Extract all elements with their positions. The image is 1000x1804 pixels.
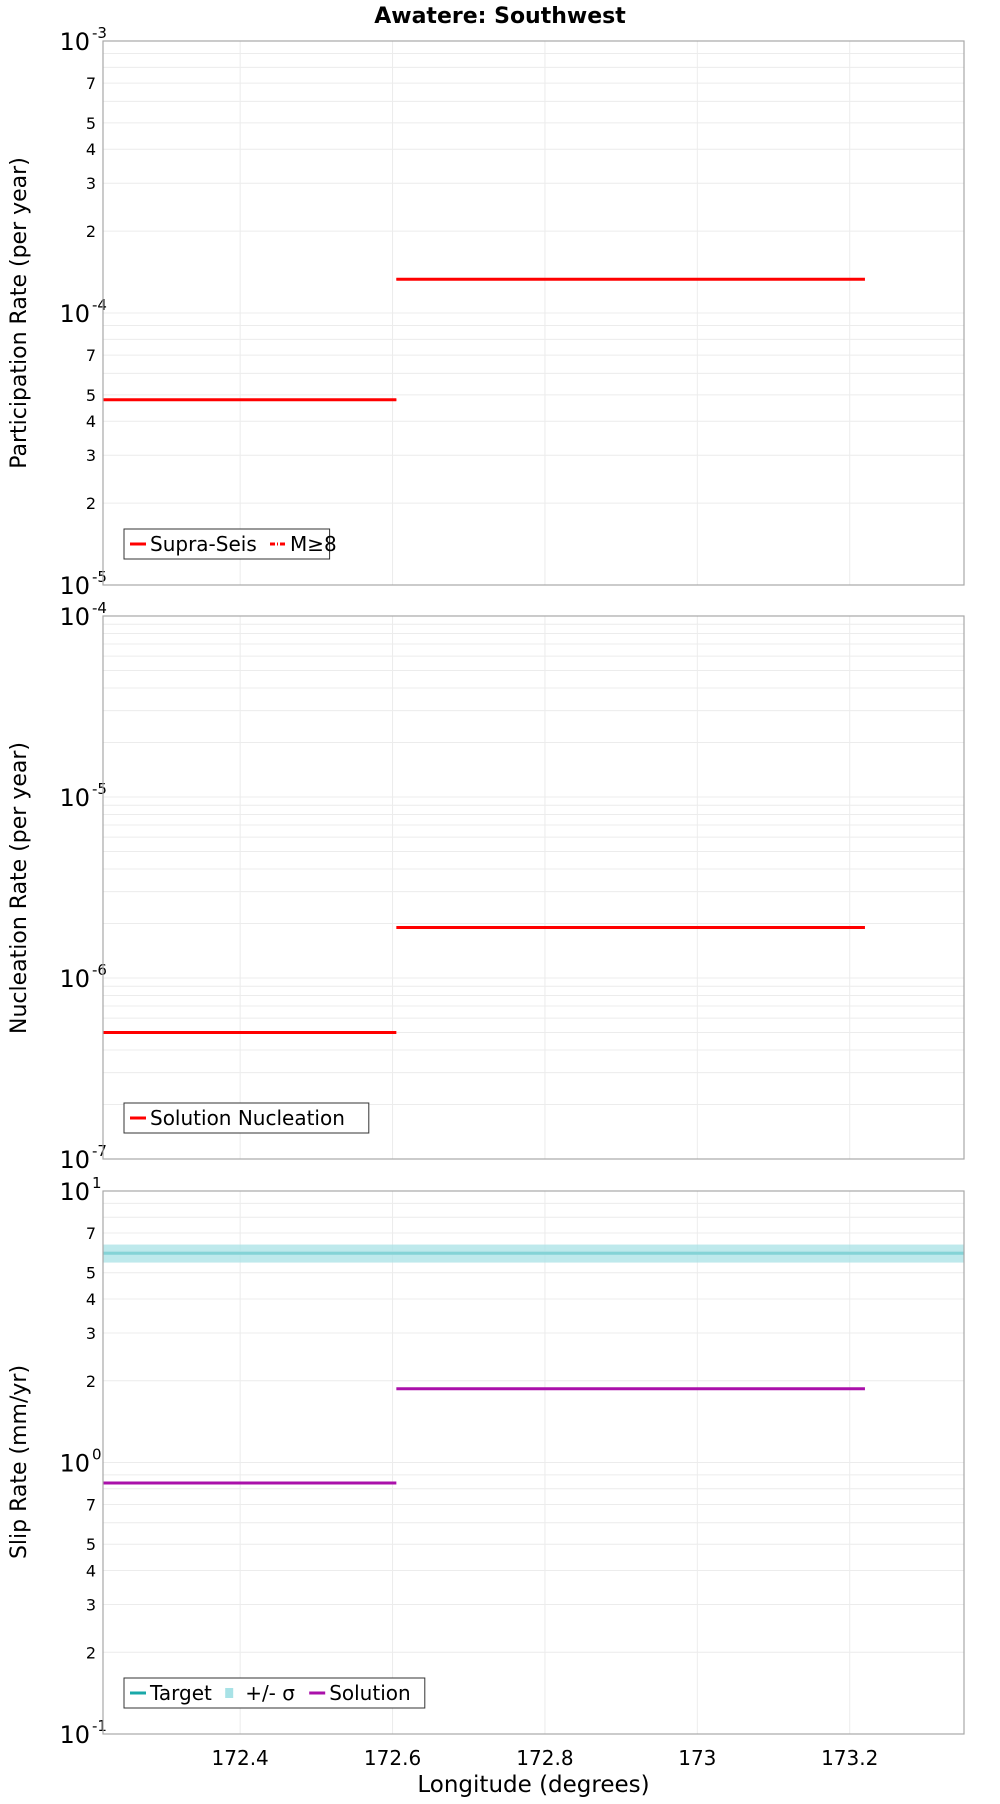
nucleation-plot-border [102,615,965,1160]
nucleation-legend-label: Solution Nucleation [150,1106,345,1130]
nucleation-ytick-label: 10 [59,784,90,812]
slip-legend-label: Solution [329,1681,410,1705]
nucleation-ytick-exp: -7 [92,1142,107,1160]
slip-ytick-exp: 1 [92,1174,102,1192]
participation-ytick-minor-label: 5 [86,386,96,405]
slip-xtick-label: 172.8 [516,1746,573,1770]
slip-ytick-exp: -1 [92,1717,107,1735]
slip-ytick-label: 10 [59,1721,90,1749]
nucleation-ytick-label: 10 [59,603,90,631]
slip-ytick-minor-label: 2 [86,1372,96,1391]
participation-plot-border [102,40,965,586]
slip-ytick-minor-label: 3 [86,1595,96,1614]
participation-legend-box [123,528,331,560]
chart-title: Awatere: Southwest [374,4,626,29]
participation-ytick-minor-label: 2 [86,494,96,513]
slip-ytick-minor-label: 4 [86,1562,96,1581]
participation-ytick-minor-label: 7 [86,74,96,93]
slip-ytick-minor-label: 7 [86,1224,96,1243]
slip-xtick-label: 172.4 [212,1746,269,1770]
participation-ytick-minor-label: 2 [86,222,96,241]
slip-ytick-label: 10 [59,1178,90,1206]
slip-xtick-label: 173.2 [821,1746,878,1770]
participation-ytick-minor-label: 4 [86,412,96,431]
slip-legend-swatch [225,1688,234,1698]
participation-ylabel: Participation Rate (per year) [7,157,32,469]
slip-plot-border [102,1190,965,1735]
participation-legend-label: Supra-Seis [150,532,257,556]
slip-ytick-minor-label: 4 [86,1290,96,1309]
nucleation-legend-box [123,1102,370,1134]
nucleation-ytick-label: 10 [59,965,90,993]
slip-ytick-minor-label: 5 [86,1535,96,1554]
participation-ytick-label: 10 [59,300,90,328]
slip-ytick-exp: 0 [92,1446,102,1464]
slip-ytick-minor-label: 3 [86,1324,96,1343]
slip-ytick-label: 10 [59,1450,90,1478]
participation-ytick-minor-label: 5 [86,114,96,133]
participation-ytick-exp: -4 [92,296,107,314]
slip-legend-box [123,1677,426,1709]
participation-ytick-label: 10 [59,572,90,600]
participation-ytick-minor-label: 3 [86,174,96,193]
nucleation-plot-area [103,616,964,1159]
participation-ytick-minor-label: 4 [86,140,96,159]
slip-xlabel: Longitude (degrees) [417,1772,649,1798]
nucleation-ylabel: Nucleation Rate (per year) [7,742,32,1034]
slip-series-band [103,1244,964,1263]
slip-ylabel: Slip Rate (mm/yr) [7,1365,32,1559]
participation-ytick-label: 10 [59,28,90,56]
slip-ytick-minor-label: 5 [86,1264,96,1283]
slip-xtick-label: 172.6 [364,1746,421,1770]
slip-xtick-label: 173 [678,1746,716,1770]
slip-legend-label: +/- σ [245,1681,295,1705]
slip-ytick-minor-label: 2 [86,1643,96,1662]
participation-ytick-exp: -5 [92,568,107,586]
participation-ytick-minor-label: 3 [86,446,96,465]
nucleation-ytick-label: 10 [59,1146,90,1174]
nucleation-ytick-exp: -4 [92,599,107,617]
participation-ytick-exp: -3 [92,24,107,42]
participation-legend-label: M≥8 [290,532,337,556]
participation-ytick-minor-label: 7 [86,346,96,365]
nucleation-ytick-exp: -6 [92,961,107,979]
slip-legend-label: Target [149,1681,212,1705]
slip-ytick-minor-label: 7 [86,1496,96,1515]
nucleation-ytick-exp: -5 [92,780,107,798]
